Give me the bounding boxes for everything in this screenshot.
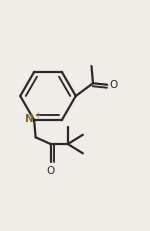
Text: +: + — [35, 111, 41, 120]
Text: N: N — [25, 114, 33, 124]
Text: O: O — [46, 166, 55, 176]
Text: O: O — [109, 80, 117, 90]
